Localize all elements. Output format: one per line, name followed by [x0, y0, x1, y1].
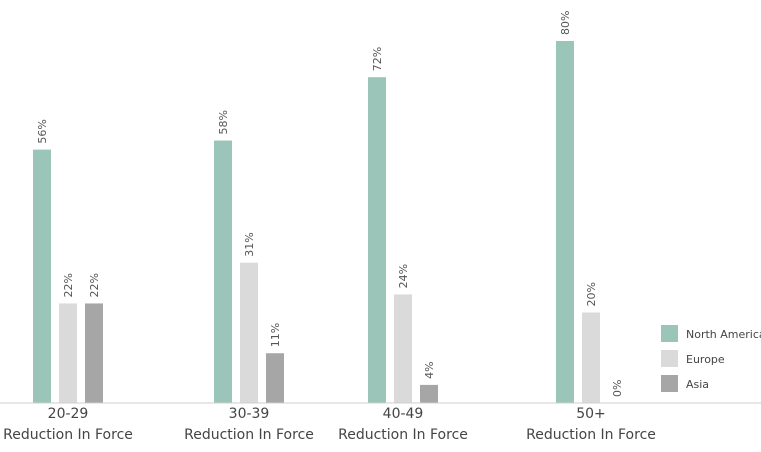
data-label-2-1: 24%: [397, 264, 410, 288]
x-tick-label-1-1: Reduction In Force: [184, 427, 314, 443]
bar-2-2: [420, 384, 438, 403]
legend: North America Europe Asia: [661, 325, 761, 392]
bar-3-0: [556, 41, 574, 403]
bar-0-1: [59, 303, 77, 403]
bar-2-0: [368, 77, 386, 403]
data-label-0-1: 22%: [62, 273, 75, 297]
legend-swatch-0: [661, 325, 678, 342]
bar-0-2: [85, 303, 103, 403]
x-tick-label-0-1: Reduction In Force: [3, 427, 133, 443]
x-tick-label-2-1: Reduction In Force: [338, 427, 468, 443]
bar-1-0: [214, 140, 232, 404]
data-label-0-0: 56%: [36, 119, 49, 143]
data-label-1-1: 31%: [243, 232, 256, 256]
legend-label-0: North America: [686, 328, 761, 341]
data-label-3-2: 0%: [611, 380, 624, 397]
data-label-1-2: 11%: [269, 323, 282, 347]
x-tick-label-2-0: 40-49: [383, 406, 424, 422]
legend-label-2: Asia: [686, 378, 709, 391]
data-label-0-2: 22%: [88, 273, 101, 297]
bar-3-1: [582, 312, 600, 403]
x-tick-labels: 20-29 Reduction In Force 30-39 Reduction In…: [3, 406, 656, 443]
bar-0-0: [33, 149, 51, 403]
data-label-2-0: 72%: [371, 47, 384, 71]
data-label-3-0: 80%: [559, 11, 572, 35]
data-label-2-2: 4%: [423, 361, 436, 378]
legend-swatch-2: [661, 375, 678, 392]
value-labels-layer: 56% 22% 22% 58% 31% 11% 72% 24% 4% 80% 20% 0%: [36, 11, 624, 397]
x-tick-label-1-0: 30-39: [229, 406, 270, 422]
legend-swatch-1: [661, 350, 678, 367]
x-tick-label-0-0: 20-29: [48, 406, 89, 422]
data-label-3-1: 20%: [585, 282, 598, 306]
x-tick-label-3-1: Reduction In Force: [526, 427, 656, 443]
legend-label-1: Europe: [686, 353, 725, 366]
bars-layer: [33, 41, 600, 404]
data-label-1-0: 58%: [217, 110, 230, 134]
bar-2-1: [394, 294, 412, 403]
x-tick-label-3-0: 50+: [576, 406, 606, 422]
bar-1-2: [266, 353, 284, 403]
bar-1-1: [240, 262, 258, 403]
